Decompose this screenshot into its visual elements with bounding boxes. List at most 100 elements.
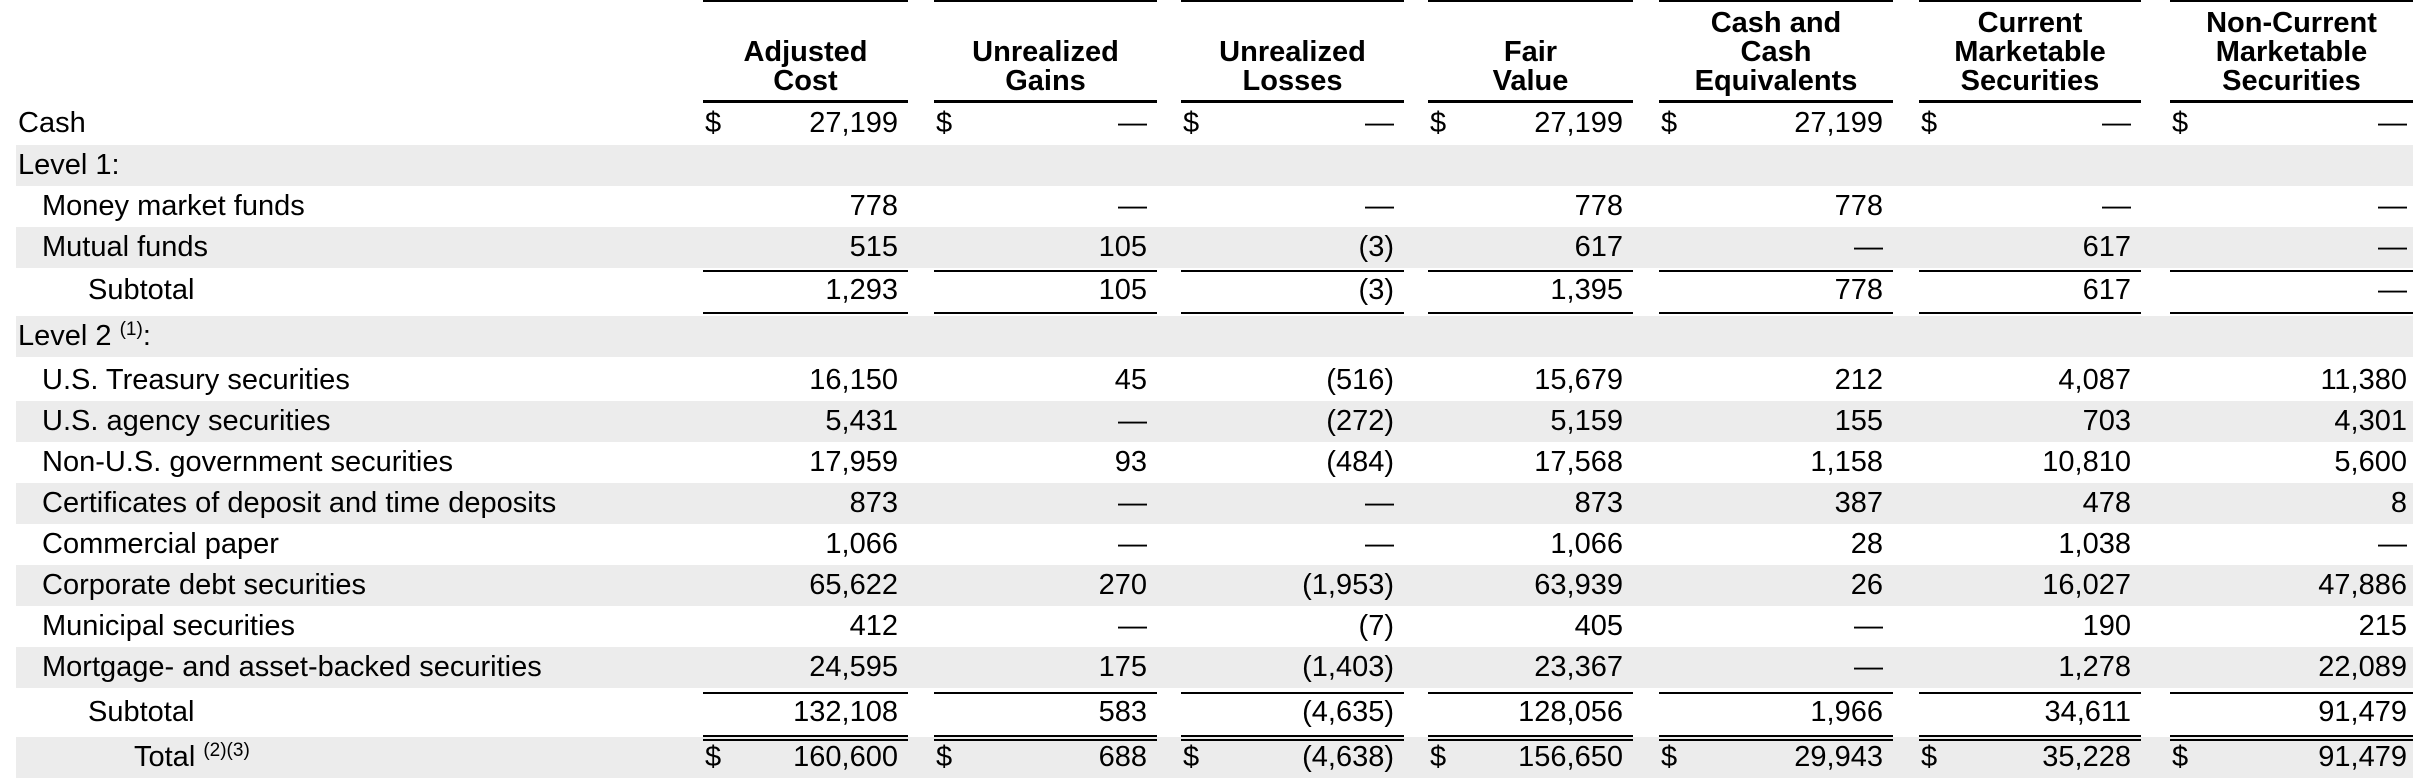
row-label: Corporate debt securities [42,565,366,606]
table-row: Corporate debt securities 65,622 270 (1,953… [16,565,2413,606]
table-cell: 1,293 [825,274,898,306]
column-header-line: Cash [1740,36,1812,68]
row-label-text: Level 2 [18,320,112,352]
table-cell: 155 [1834,405,1883,437]
table-cell: 873 [1574,487,1623,519]
table-cell: 1,038 [2058,528,2131,560]
row-label: Mutual funds [42,227,208,268]
table-cell: 93 [1114,446,1147,478]
subtotal-rule [1919,270,2141,272]
table-cell: 412 [849,610,898,642]
table-cell: 405 [1574,610,1623,642]
table-cell: 387 [1834,487,1883,519]
table-cell: (516) [1326,364,1394,396]
table-cell: 478 [2082,487,2131,519]
table-cell: 10,810 [2042,446,2131,478]
subtotal-rule [2170,692,2413,694]
table-cell: 215 [2358,610,2407,642]
table-cell: (7) [1358,610,1394,642]
table-cell: 34,611 [2044,696,2131,728]
table-cell: (4,638) [1302,741,1394,773]
subtotal-rule [703,739,908,741]
row-label: U.S. Treasury securities [42,360,350,401]
table-cell: 17,568 [1534,446,1623,478]
table-cell: 1,066 [1550,528,1623,560]
subtotal-rule [1919,692,2141,694]
subtotal-rule [2170,735,2413,737]
currency-symbol: $ [1430,107,1447,139]
subtotal-rule [1919,312,2141,314]
column-header-line: Value [1492,65,1569,97]
table-cell: (1,953) [1302,569,1394,601]
row-label: Municipal securities [42,606,295,647]
table-row: Subtotal 1,293 105 (3) 1,395 778 617 — [16,270,2413,311]
table-cell: — [2378,107,2407,139]
table-cell: 5,159 [1550,405,1623,437]
row-label: Cash [18,103,86,144]
table-cell: 132,108 [793,696,898,728]
subtotal-rule [934,312,1157,314]
table-row: Level 1: [16,145,2413,186]
column-header-line: Adjusted [743,36,868,68]
row-label: Subtotal [88,692,194,733]
table-cell: 617 [2082,231,2131,263]
table-cell: — [1118,405,1147,437]
table-cell: 8 [2390,487,2407,519]
table-cell: 270 [1098,569,1147,601]
subtotal-rule [1181,735,1404,737]
column-header: Non-Current Marketable Securities [2170,0,2413,103]
table-row: Money market funds 778 — — 778 778 — — [16,186,2413,227]
row-label-text: Non-U.S. government securities [42,446,453,478]
table-cell: (3) [1358,274,1394,306]
table-cell: — [1118,487,1147,519]
subtotal-rule [2170,270,2413,272]
table-cell: 17,959 [809,446,898,478]
table-cell: 47,886 [2318,569,2407,601]
currency-symbol: $ [936,741,953,773]
column-header-line: Marketable [1954,36,2106,68]
table-cell: 91,479 [2318,696,2407,728]
footnote-ref: (2)(3) [203,740,250,761]
table-cell: — [1118,528,1147,560]
currency-symbol: $ [705,741,722,773]
table-cell: 27,199 [809,107,898,139]
currency-symbol: $ [1661,741,1678,773]
table-cell: 23,367 [1534,651,1623,683]
table-cell: 4,301 [2334,405,2407,437]
column-header-line: Gains [1005,65,1086,97]
currency-symbol: $ [1430,741,1447,773]
row-label-text: Certificates of deposit and time deposit… [42,487,557,519]
subtotal-rule [1428,312,1633,314]
subtotal-rule [1181,739,1404,741]
table-cell: (3) [1358,231,1394,263]
subtotal-rule [934,270,1157,272]
currency-symbol: $ [1183,741,1200,773]
subtotal-rule [1428,270,1633,272]
subtotal-rule [1919,739,2141,741]
table-row: Non-U.S. government securities 17,959 93 (4… [16,442,2413,483]
table-cell: 65,622 [809,569,898,601]
table-cell: 24,595 [809,651,898,683]
currency-symbol: $ [705,107,722,139]
subtotal-rule [1659,270,1893,272]
table-cell: 5,431 [825,405,898,437]
footnote-ref: (1) [119,319,143,340]
table-row: Mutual funds 515 105 (3) 617 — 617 — [16,227,2413,268]
table-cell: 1,158 [1810,446,1883,478]
table-row: U.S. agency securities 5,431 — (272) 5,159 15… [16,401,2413,442]
table-cell: 1,966 [1810,696,1883,728]
table-cell: 11,380 [2320,364,2407,396]
table-cell: 27,199 [1794,107,1883,139]
table-cell: 778 [1834,274,1883,306]
table-cell: 45 [1114,364,1147,396]
table-row: Level 2 (1): [16,316,2413,357]
subtotal-rule [1659,739,1893,741]
table-cell: — [2378,231,2407,263]
column-header-line: Fair [1503,36,1558,68]
table-row: Municipal securities 412 — (7) 405 — 190 215 [16,606,2413,647]
currency-symbol: $ [1921,741,1938,773]
table-cell: — [1365,107,1394,139]
column-header-line: Securities [1960,65,2100,97]
table-cell: 29,943 [1794,741,1883,773]
column-header-line: Securities [2222,65,2361,97]
